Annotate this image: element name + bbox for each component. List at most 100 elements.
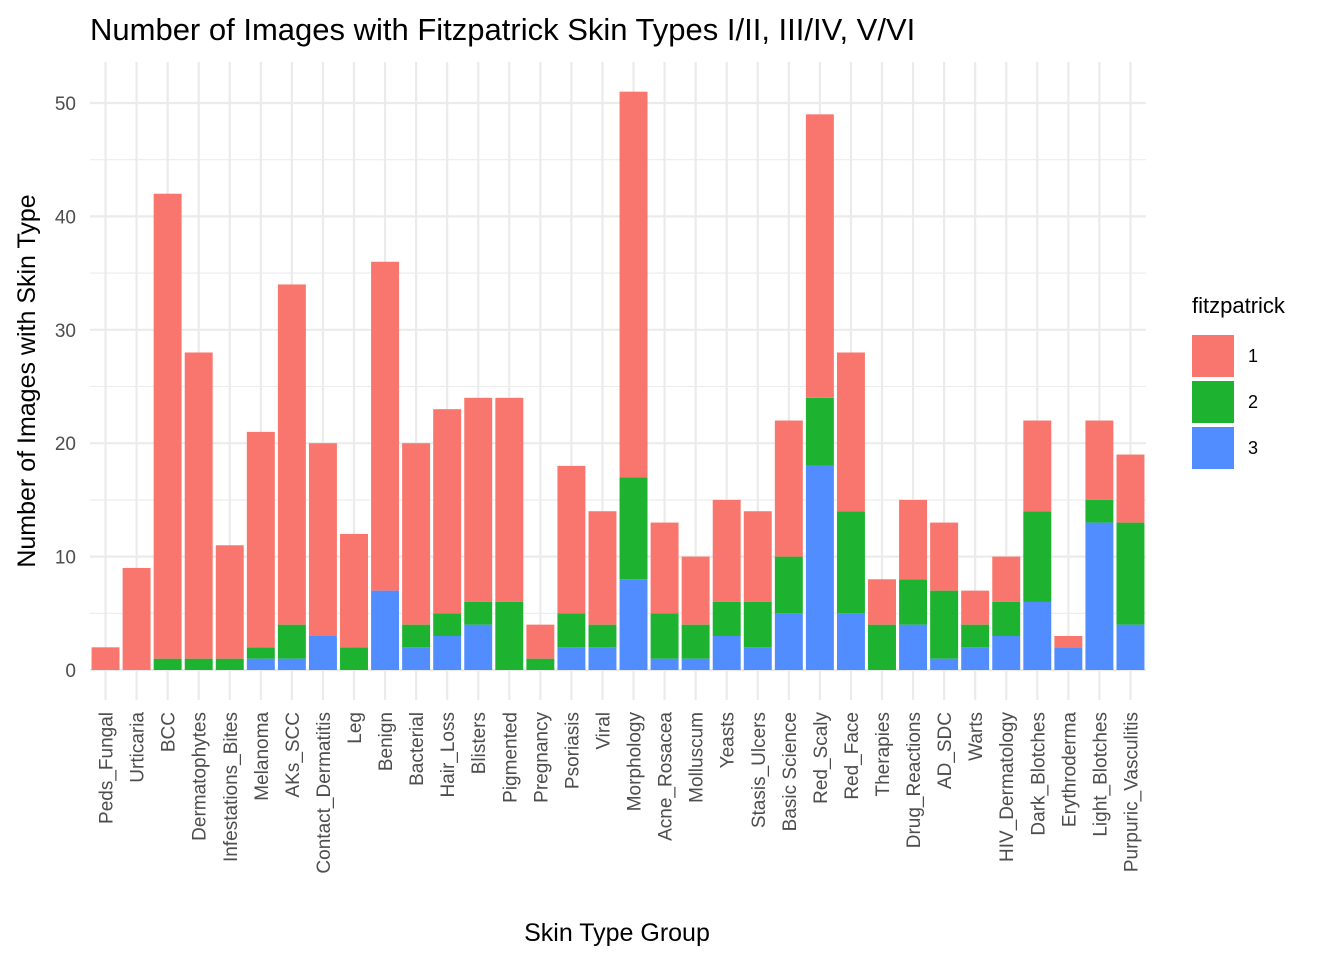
bar-segment-fitzpatrick-1 [153, 193, 182, 659]
y-tick-label: 50 [55, 94, 76, 115]
x-tick-label: Purpuric_Vasculitis [1121, 712, 1142, 872]
x-tick-label: AKs_SCC [283, 712, 304, 798]
bar-segment-fitzpatrick-1 [246, 431, 275, 648]
y-tick-label: 30 [55, 321, 76, 342]
legend-swatch [1192, 381, 1234, 423]
bar-segment-fitzpatrick-2 [619, 477, 648, 580]
x-tick-label: Stasis_Ulcers [749, 712, 770, 828]
bar-segment-fitzpatrick-1 [433, 409, 462, 614]
bar-segment-fitzpatrick-3 [930, 658, 959, 670]
bar-segment-fitzpatrick-3 [961, 647, 990, 670]
x-tick-label: Yeasts [718, 712, 739, 768]
bar-segment-fitzpatrick-2 [681, 624, 710, 659]
legend-item: 2 [1192, 379, 1285, 425]
x-tick-label: Red_Face [842, 712, 863, 800]
bar-segment-fitzpatrick-1 [495, 397, 524, 602]
legend-swatch [1192, 427, 1234, 469]
bar-segment-fitzpatrick-3 [464, 624, 493, 670]
legend-label: 2 [1248, 391, 1259, 412]
x-tick-label: Bacterial [407, 712, 428, 786]
bar-segment-fitzpatrick-2 [588, 624, 617, 648]
bar-segment-fitzpatrick-2 [712, 601, 741, 636]
bar-segment-fitzpatrick-2 [868, 624, 896, 670]
x-tick-label: Therapies [873, 712, 894, 797]
bar-segment-fitzpatrick-1 [371, 261, 400, 591]
bar-segment-fitzpatrick-1 [402, 443, 431, 625]
legend-items: 1 2 3 [1192, 333, 1285, 471]
bar-segment-fitzpatrick-3 [1085, 522, 1114, 670]
bar-segment-fitzpatrick-3 [308, 635, 337, 670]
bar-segment-fitzpatrick-1 [774, 420, 803, 557]
bar-segment-fitzpatrick-3 [992, 635, 1021, 670]
bar-segment-fitzpatrick-3 [774, 613, 803, 670]
bar-segment-fitzpatrick-2 [464, 601, 493, 625]
legend-label: 1 [1248, 345, 1259, 366]
bar-segment-fitzpatrick-2 [961, 624, 990, 648]
bars [91, 91, 1145, 670]
bar-segment-fitzpatrick-2 [215, 658, 244, 670]
legend: fitzpatrick 1 2 3 [1192, 293, 1285, 471]
x-tick-label: Melanoma [252, 712, 273, 801]
legend-item: 1 [1192, 333, 1285, 379]
y-tick-label: 10 [55, 548, 76, 569]
bar-segment-fitzpatrick-3 [899, 624, 928, 670]
bar-segment-fitzpatrick-3 [1116, 624, 1145, 670]
bar-segment-fitzpatrick-3 [805, 465, 834, 670]
bar-segment-fitzpatrick-3 [433, 635, 462, 670]
x-tick-label: Acne_Rosacea [656, 712, 677, 841]
x-tick-label: Pregnancy [531, 712, 552, 803]
bar-segment-fitzpatrick-3 [402, 647, 431, 670]
x-tick-label: Light_Blotches [1090, 712, 1111, 837]
x-tick-label: Molluscum [687, 712, 708, 803]
bar-segment-fitzpatrick-1 [91, 647, 120, 670]
bar-segment-fitzpatrick-1 [992, 556, 1021, 602]
bar-segment-fitzpatrick-2 [650, 613, 679, 659]
bar-segment-fitzpatrick-1 [557, 465, 586, 614]
bar-segment-fitzpatrick-3 [557, 647, 586, 670]
bar-segment-fitzpatrick-3 [588, 647, 617, 670]
bar-segment-fitzpatrick-2 [402, 624, 431, 648]
bar-segment-fitzpatrick-1 [836, 352, 865, 512]
bar-segment-fitzpatrick-3 [712, 635, 741, 670]
bar-segment-fitzpatrick-1 [340, 533, 368, 648]
bar-segment-fitzpatrick-1 [588, 511, 617, 625]
x-tick-label: Morphology [625, 712, 646, 812]
bar-segment-fitzpatrick-2 [526, 658, 555, 670]
bar-segment-fitzpatrick-2 [1085, 499, 1114, 523]
y-tick-label: 40 [55, 207, 76, 228]
bar-segment-fitzpatrick-2 [743, 601, 772, 648]
x-tick-label: Drug_Reactions [904, 712, 925, 848]
y-axis-ticks: 0 10 20 30 40 50 [55, 94, 76, 682]
bar-segment-fitzpatrick-1 [681, 556, 710, 625]
bar-segment-fitzpatrick-1 [1023, 420, 1052, 512]
bar-segment-fitzpatrick-1 [899, 499, 928, 580]
legend-swatch [1192, 335, 1234, 377]
x-tick-label: Urticaria [128, 712, 149, 783]
bar-segment-fitzpatrick-2 [153, 658, 182, 670]
bar-segment-fitzpatrick-2 [246, 647, 275, 659]
bar-segment-fitzpatrick-1 [1116, 454, 1145, 523]
y-axis-label: Number of Images with Skin Type [13, 194, 41, 567]
bar-segment-fitzpatrick-2 [184, 658, 213, 670]
bar-segment-fitzpatrick-1 [1054, 635, 1083, 648]
bar-segment-fitzpatrick-3 [650, 658, 679, 670]
bar-segment-fitzpatrick-1 [743, 511, 772, 602]
bar-segment-fitzpatrick-1 [961, 590, 990, 625]
bar-segment-fitzpatrick-2 [1116, 522, 1145, 625]
bar-segment-fitzpatrick-3 [1023, 601, 1052, 670]
x-tick-label: Viral [593, 712, 614, 750]
bar-segment-fitzpatrick-2 [495, 601, 524, 670]
bar-segment-fitzpatrick-3 [619, 579, 648, 670]
bar-segment-fitzpatrick-2 [557, 613, 586, 648]
bar-segment-fitzpatrick-2 [433, 613, 462, 636]
x-tick-label: Red_Scaly [811, 712, 832, 804]
bar-segment-fitzpatrick-1 [526, 624, 555, 659]
x-tick-label: HIV_Dermatology [997, 712, 1018, 862]
legend-item: 3 [1192, 425, 1285, 471]
bar-segment-fitzpatrick-3 [681, 658, 710, 670]
bar-segment-fitzpatrick-1 [805, 114, 834, 398]
x-axis-ticks: Peds_Fungal Urticaria BCC Dermatophytes Infe… [97, 712, 1143, 874]
bar-segment-fitzpatrick-3 [743, 647, 772, 670]
bar-segment-fitzpatrick-3 [277, 658, 306, 670]
chart-title: Number of Images with Fitzpatrick Skin T… [90, 12, 916, 47]
